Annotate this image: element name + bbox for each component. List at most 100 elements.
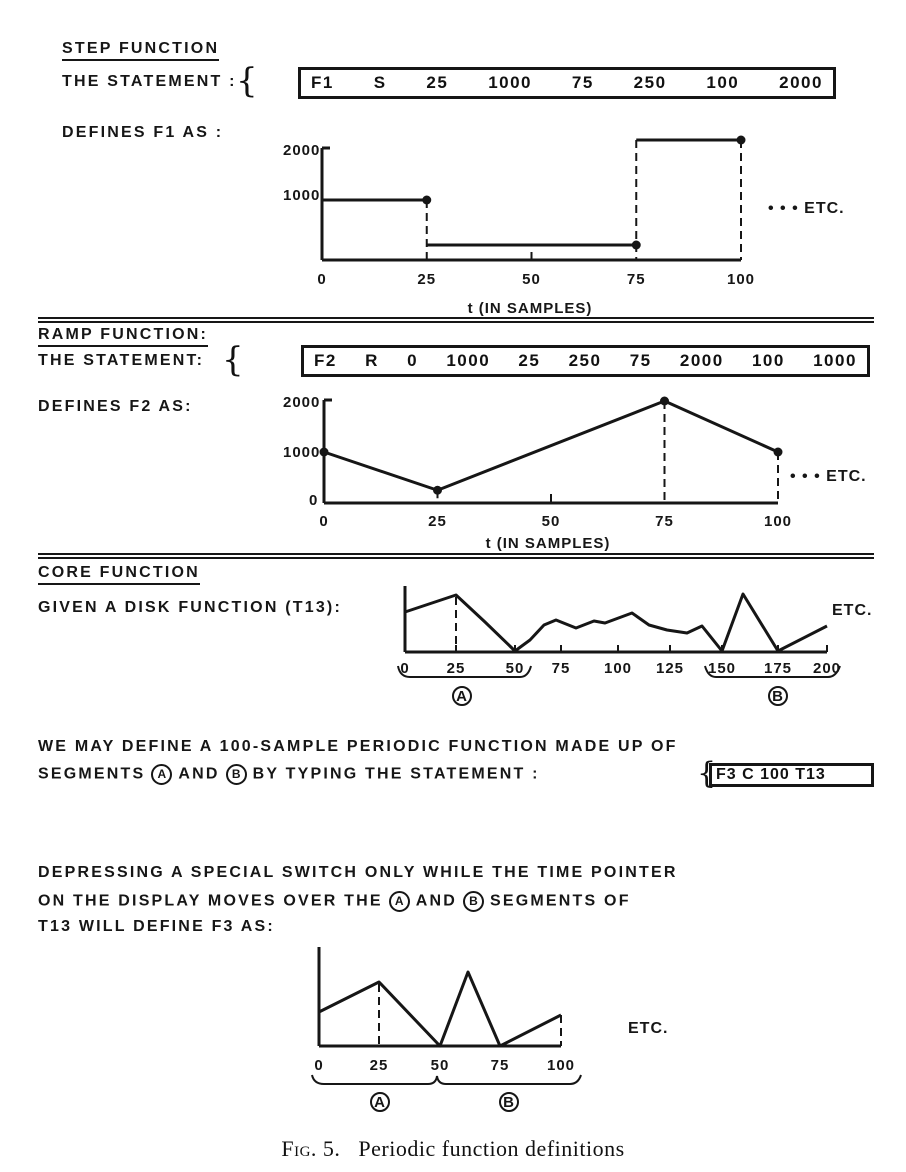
core-etc: ETC. (832, 602, 873, 619)
statement-token: F3 C 100 T13 (716, 766, 826, 783)
statement-token: R (365, 351, 379, 370)
ramp-point (319, 447, 329, 457)
ramp-y-tick-label: 2000 (283, 394, 320, 411)
ramp-heading: RAMP FUNCTION: (38, 326, 209, 347)
step-y-tick-label: 2000 (283, 142, 320, 159)
para1-text: SEGMENTS (38, 765, 146, 783)
step-x-tick-label: 0 (317, 271, 326, 288)
ramp-x-tick-label: 50 (542, 513, 561, 530)
ramp-defines-label: DEFINES F2 AS: (38, 398, 193, 415)
segment-a-marker: A (388, 891, 410, 912)
segment-a-brace (397, 665, 532, 678)
segment-b-marker: B (225, 764, 247, 785)
step-statement-box: F1 S 25 1000 75 250 100 2000 (298, 67, 836, 99)
step-x-tick-label: 75 (627, 271, 646, 288)
statement-token: 25 (426, 73, 449, 92)
step-defines-label: DEFINES F1 AS : (62, 124, 224, 141)
segment-b-circle (499, 1092, 519, 1112)
statement-token: S (373, 73, 387, 92)
ramp-x-tick-label: 0 (319, 513, 328, 530)
step-etc: • • • ETC. (768, 200, 845, 217)
disk-function-curve (404, 592, 828, 653)
statement-token: 1000 (813, 351, 857, 370)
segment-a-circle (370, 1092, 390, 1112)
para1-line2: SEGMENTS A AND B BY TYPING THE STATEMENT : (38, 764, 540, 785)
para2-text: AND (415, 892, 458, 910)
ramp-y-tick-label: 1000 (283, 444, 320, 461)
para2-line1: DEPRESSING A SPECIAL SWITCH ONLY WHILE T… (38, 864, 678, 881)
f3-etc: ETC. (628, 1020, 669, 1037)
segment-a-label: A (456, 688, 468, 705)
para1-line1: WE MAY DEFINE A 100-SAMPLE PERIODIC FUNC… (38, 738, 678, 755)
para2-line3: T13 WILL DEFINE F3 AS: (38, 918, 275, 935)
segment-a-marker: A (151, 764, 173, 785)
ramp-etc: • • • ETC. (790, 468, 867, 485)
step-statement-label: THE STATEMENT : (62, 73, 237, 90)
statement-token: 2000 (779, 73, 823, 92)
segment-b-brace (704, 665, 841, 678)
ramp-line (323, 399, 779, 492)
f3-x-tick-label: 0 (314, 1057, 323, 1074)
statement-token: 75 (571, 73, 594, 92)
step-x-tick-label: 100 (727, 271, 755, 288)
segment-b-label: B (772, 688, 784, 705)
statement-token: 100 (751, 351, 785, 370)
para2-line2: ON THE DISPLAY MOVES OVER THE A AND B SEGMEN… (38, 891, 631, 912)
ramp-x-tick-label: 75 (655, 513, 674, 530)
step-heading: STEP FUNCTION (62, 40, 220, 61)
statement-token: F2 (314, 351, 337, 370)
disk-x-tick-label: 75 (552, 660, 571, 677)
segment-b-circle (768, 686, 788, 706)
statement-token: 1000 (446, 351, 491, 370)
statement-token: 1000 (488, 73, 533, 92)
statement-token: 100 (706, 73, 740, 92)
ramp-y-tick-label: 0 (309, 492, 318, 509)
ramp-statement-label: THE STATEMENT: (38, 352, 205, 369)
disk-x-tick-label: 100 (604, 660, 632, 677)
statement-token: 0 (407, 351, 419, 370)
segment-b-marker: B (463, 891, 485, 912)
disk-x-tick-label: 200 (813, 660, 841, 677)
para1-text: BY TYPING THE STATEMENT : (252, 765, 540, 783)
disk-x-tick-label: 175 (764, 660, 792, 677)
f3-x-tick-label: 100 (547, 1057, 575, 1074)
core-heading: CORE FUNCTION (38, 564, 200, 585)
f3-x-tick-label: 25 (370, 1057, 389, 1074)
figure-number: Fig. 5. (281, 1136, 341, 1161)
statement-token: 2000 (679, 351, 724, 370)
brace: { (236, 61, 258, 101)
step-x-tick-label: 25 (417, 271, 436, 288)
statement-token: F1 (311, 73, 334, 92)
ramp-x-tick-label: 100 (764, 513, 792, 530)
disk-x-tick-label: 25 (447, 660, 466, 677)
core-given-label: GIVEN A DISK FUNCTION (T13): (38, 599, 342, 616)
statement-token: 250 (633, 73, 667, 92)
step-x-tick-label: 50 (522, 271, 541, 288)
f3-segment-braces (311, 1074, 582, 1085)
statement-token: 250 (568, 351, 602, 370)
f3-x-tick-label: 75 (491, 1057, 510, 1074)
segment-a-label: A (374, 1094, 386, 1111)
ramp-x-tick-label: 25 (428, 513, 447, 530)
step-x-axis-title: t (IN SAMPLES) (468, 300, 593, 317)
para2-text: SEGMENTS OF (490, 892, 631, 910)
disk-x-tick-label: 125 (656, 660, 684, 677)
f3-x-tick-label: 50 (431, 1057, 450, 1074)
figure-caption: Fig. 5. Periodic function definitions (0, 1136, 906, 1162)
step-y-tick-label: 1000 (283, 187, 320, 204)
para2-text: ON THE DISPLAY MOVES OVER THE (38, 892, 383, 910)
f3-curve (318, 970, 562, 1048)
statement-token: 25 (518, 351, 541, 370)
ramp-statement-box: F2 R 0 1000 25 250 75 2000 100 1000 (301, 345, 870, 377)
ramp-x-axis-title: t (IN SAMPLES) (486, 535, 611, 552)
core-statement-box: F3 C 100 T13 (709, 763, 874, 787)
disk-x-tick-label: 150 (708, 660, 736, 677)
disk-x-tick-label: 50 (506, 660, 525, 677)
statement-token: 75 (629, 351, 652, 370)
figure-caption-text: Periodic function definitions (358, 1136, 625, 1161)
section-divider (38, 317, 874, 323)
section-divider (38, 553, 874, 559)
segment-a-circle (452, 686, 472, 706)
